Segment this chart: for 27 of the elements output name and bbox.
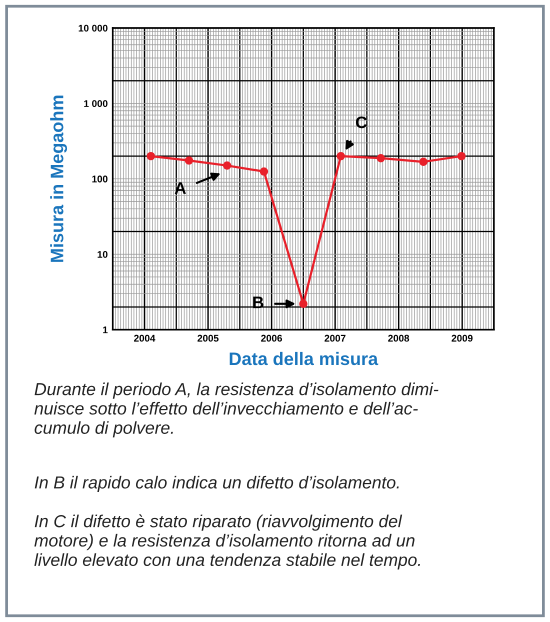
x-tick-label: 2008 — [388, 334, 410, 342]
text: In B il rapido calo indica un difetto d’isolamento. — [34, 476, 399, 492]
point — [419, 158, 428, 166]
x-tick-label: 2009 — [452, 334, 473, 342]
point — [260, 167, 268, 176]
y-tick-label: 100 — [92, 176, 108, 182]
x-axis-title: Data della misura — [230, 352, 378, 366]
y-tick-label: 1 — [103, 326, 108, 334]
point — [299, 300, 308, 308]
point — [146, 152, 156, 160]
y-tick-label: 10 000 — [78, 24, 108, 32]
point — [184, 156, 194, 165]
y-tick-label: 10 — [98, 250, 108, 258]
x-tick-label: 2006 — [261, 334, 282, 342]
text: Durante il periodo A, la resistenza d’isolamento dimi- nuisce sotto l’effetto dell’invecchiamento e dell’ac- cumulo di polvere. — [34, 382, 438, 438]
point — [457, 152, 466, 160]
x-tick-label: 2004 — [134, 334, 156, 342]
point — [376, 154, 385, 162]
text: In C il difetto è stato riparato (riavvolgimento del motore) e la resistenza d’isolamento ritorna ad un livello elevato con una tendenza stabile nel tempo. — [34, 514, 420, 570]
point — [222, 161, 232, 170]
y-tick-label: 1 000 — [84, 100, 108, 108]
annotation: A — [174, 182, 186, 194]
x-tick-label: 2007 — [324, 334, 346, 342]
y-axis-title: Misura in Megaohm — [50, 96, 68, 262]
x-tick-label: 2005 — [198, 334, 219, 342]
annotation: C — [356, 116, 367, 128]
point — [336, 152, 345, 160]
